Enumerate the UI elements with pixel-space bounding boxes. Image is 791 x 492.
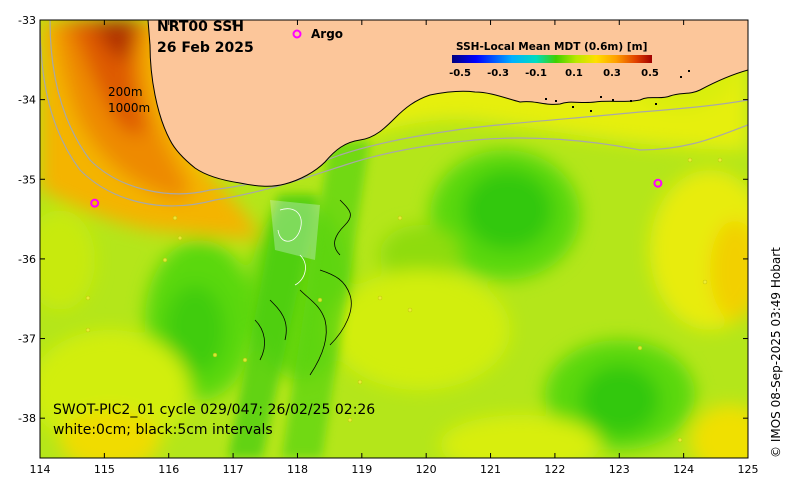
colorbar-tick-label: -0.5 — [449, 68, 471, 79]
x-tick-label: 123 — [609, 463, 630, 476]
x-tick-label: 115 — [94, 463, 115, 476]
argo-legend-icon — [292, 29, 302, 39]
argo-legend-label: Argo — [311, 27, 343, 41]
x-tick-label: 120 — [416, 463, 437, 476]
x-tick-label: 116 — [158, 463, 179, 476]
colorbar-tick-label: 0.1 — [565, 68, 583, 79]
x-tick-label: 114 — [30, 463, 51, 476]
ssh-field — [40, 20, 748, 458]
x-tick-label: 122 — [544, 463, 565, 476]
imos-credit: © IMOS 08-Sep-2025 03:49 Hobart — [769, 247, 783, 458]
y-tick-label: -33 — [18, 14, 36, 27]
isobath-label-200m: 200m — [108, 85, 143, 99]
y-tick-label: -36 — [18, 253, 36, 266]
argo-floats — [90, 178, 663, 208]
plot-frame — [39, 19, 749, 459]
y-tick-label: -35 — [18, 173, 36, 186]
x-tick-label: 124 — [673, 463, 694, 476]
colorbar-tick-label: -0.3 — [487, 68, 509, 79]
argo-float-marker — [653, 178, 663, 188]
y-tick-label: -37 — [18, 333, 36, 346]
swot-info-line2: white:0cm; black:5cm intervals — [53, 422, 273, 438]
x-tick-label: 119 — [351, 463, 372, 476]
swot-info-line1: SWOT-PIC2_01 cycle 029/047; 26/02/25 02:… — [53, 402, 375, 418]
colorbar-ticks: -0.5 -0.3 -0.1 0.1 0.3 0.5 — [449, 68, 659, 79]
x-axis-ticks: 114 115 116 117 118 119 120 121 122 123 124 125 — [30, 20, 759, 476]
colorbar-tick-label: -0.1 — [525, 68, 547, 79]
colorbar-title: SSH-Local Mean MDT (0.6m) [m] — [456, 41, 647, 53]
x-tick-label: 117 — [223, 463, 244, 476]
y-tick-label: -38 — [18, 412, 36, 425]
argo-float-marker — [90, 198, 100, 208]
x-tick-label: 118 — [287, 463, 308, 476]
map-title-line2: 26 Feb 2025 — [157, 40, 254, 56]
y-axis-ticks: -33 -34 -35 -36 -37 -38 — [18, 14, 748, 425]
isobath-label-1000m: 1000m — [108, 101, 150, 115]
y-tick-label: -34 — [18, 94, 36, 107]
x-tick-label: 121 — [480, 463, 501, 476]
map-title-line1: NRT00 SSH — [157, 19, 244, 35]
x-tick-label: 125 — [738, 463, 759, 476]
colorbar-tick-label: 0.3 — [603, 68, 621, 79]
colorbar-tick-label: 0.5 — [641, 68, 659, 79]
colorbar-gradient — [452, 55, 652, 63]
